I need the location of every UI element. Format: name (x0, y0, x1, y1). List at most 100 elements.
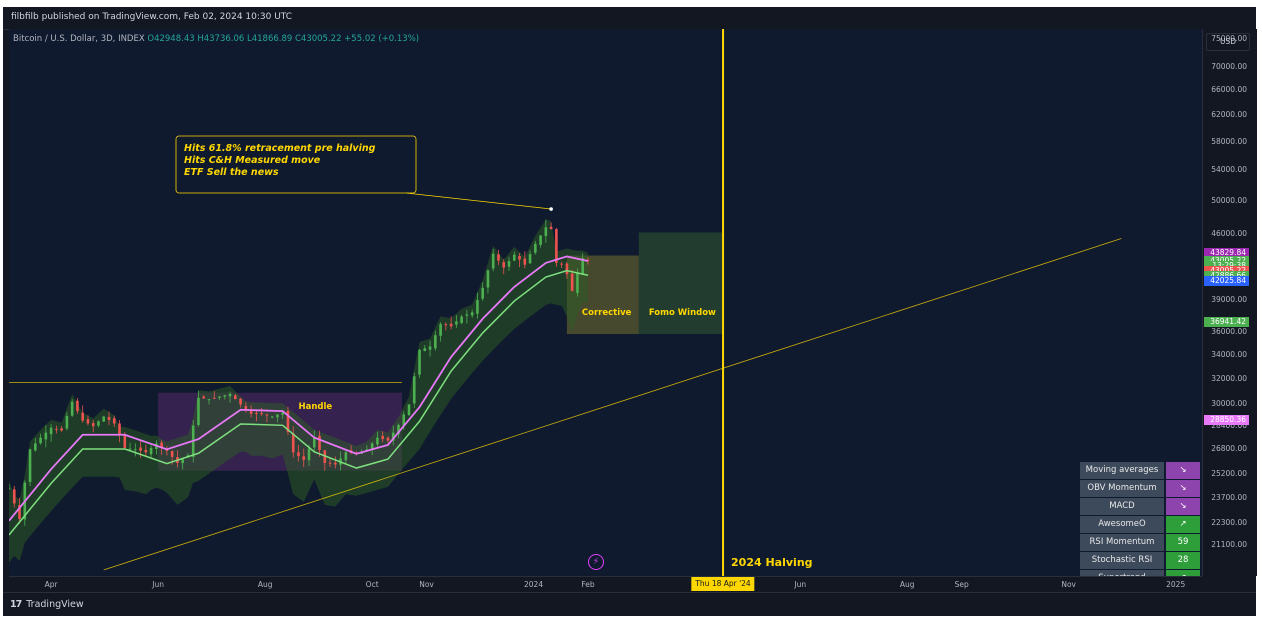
candle-body (307, 448, 311, 461)
candle-body (402, 414, 406, 426)
indicator-value: 59 (1166, 534, 1200, 551)
zone-fomo-window (638, 232, 724, 335)
candle-body (112, 418, 116, 424)
candles-group (9, 219, 590, 526)
price-tag: 43829.84 (1204, 248, 1249, 259)
time-tick-label: Nov (1061, 580, 1076, 589)
candle-body (76, 400, 79, 412)
time-tick-label: Aug (257, 580, 273, 589)
candle-body (312, 437, 316, 448)
candle-body (581, 258, 584, 275)
candle-body (549, 226, 553, 230)
candle-body (418, 349, 421, 375)
currency-button[interactable]: USD (1206, 33, 1250, 51)
candle-body (381, 436, 384, 440)
annotation-line-1: Hits 61.8% retracement pre halving (184, 143, 376, 154)
candle-body (260, 412, 263, 414)
indicator-row: MACD ↘ (1080, 498, 1200, 515)
candle-body (65, 415, 69, 429)
price-pane[interactable]: Bitcoin / U.S. Dollar, 3D, INDEX O42948.… (9, 29, 1202, 576)
candle-body (334, 462, 337, 465)
indicator-value: ↘ (1166, 498, 1200, 515)
candle-body (328, 462, 332, 464)
candle-body (39, 437, 42, 444)
price-tick-label: 36000.00 (1211, 326, 1247, 336)
candle-body (270, 416, 274, 418)
candle-body (223, 395, 227, 397)
symbol-title: Bitcoin / U.S. Dollar, 3D, INDEX (13, 34, 145, 44)
price-tag: 13:29:38 (1204, 260, 1249, 271)
time-tick-label: Nov (419, 580, 434, 589)
indicator-name: Stochastic RSI (1080, 552, 1164, 569)
indicator-value: ↗ (1166, 516, 1200, 533)
price-tick-label: 50000.00 (1211, 195, 1247, 205)
indicator-row: Stochastic RSI 28 (1080, 552, 1200, 569)
annotation-pointer (405, 192, 552, 210)
candle-body (60, 428, 63, 431)
candle-body (212, 397, 216, 399)
candle-body (560, 263, 563, 265)
publish-text: filbfilb published on TradingView.com, F… (11, 12, 293, 22)
annotation-line-3: ETF Sell the news (184, 167, 279, 178)
price-axis[interactable]: 21100.00 22300.00 23700.00 25200.00 26800.00… (1202, 29, 1257, 576)
candle-body (197, 397, 200, 425)
annotation-line-2: Hits C&H Measured move (184, 155, 321, 166)
candle-body (228, 393, 232, 397)
candle-body (407, 404, 411, 416)
candle-body (439, 324, 442, 336)
chart-frame: filbfilb published on TradingView.com, F… (3, 7, 1257, 616)
candle-body (444, 324, 448, 326)
candle-body (428, 346, 432, 350)
indicator-value: ↘ (1166, 480, 1200, 497)
candle-body (318, 435, 321, 451)
candle-body (44, 432, 48, 440)
candle-body (376, 437, 379, 445)
candle-body (118, 423, 121, 436)
indicator-value: 28 (1166, 552, 1200, 569)
candle-body (81, 412, 84, 421)
candle-body (344, 452, 348, 461)
candle-body (255, 412, 258, 414)
price-tick-label: 46000.00 (1211, 229, 1247, 239)
time-tick-label: Sep (954, 580, 969, 589)
candle-body (365, 449, 369, 451)
candle-body (497, 254, 500, 261)
indicator-row: RSI Momentum 59 (1080, 534, 1200, 551)
candle-body (265, 414, 269, 416)
candle-body (9, 488, 11, 490)
candle-body (386, 437, 390, 441)
tradingview-logo[interactable]: 17 TradingView (10, 599, 84, 610)
footer-bar: 17 TradingView (3, 592, 1256, 616)
lightning-icon[interactable]: ⚡ (587, 554, 604, 570)
price-tick-label: 70000.00 (1211, 61, 1247, 71)
symbol-legend: Bitcoin / U.S. Dollar, 3D, INDEX O42948.… (13, 34, 419, 44)
moving-average-line (9, 255, 589, 522)
indicator-name: AwesomeO (1080, 516, 1164, 533)
time-axis[interactable]: Thu 18 Apr '24 Apr Jun Aug Oct Nov 2024 Feb Jun… (9, 576, 1202, 592)
indicator-name: Supertrend (1080, 570, 1164, 576)
price-tick-label: 54000.00 (1211, 165, 1247, 175)
candle-body (134, 449, 137, 451)
time-tick-label: 2025 (1166, 580, 1186, 589)
candle-body (481, 287, 484, 299)
price-tag: 42025.84 (1204, 275, 1249, 286)
candle-body (512, 254, 516, 261)
candle-body (397, 424, 400, 435)
annotation-dot (549, 207, 553, 211)
indicator-row: OBV Momentum ↘ (1080, 480, 1200, 497)
price-tick-label: 25200.00 (1211, 468, 1247, 478)
handle-label: Handle (298, 401, 333, 412)
candle-body (455, 321, 458, 325)
time-tick-label: Feb (581, 580, 595, 589)
time-tick-label: Aug (899, 580, 915, 589)
candle-body (218, 396, 221, 398)
candle-body (391, 432, 395, 441)
indicator-row: Supertrend↗ (1080, 570, 1200, 576)
time-tick-label: 2024 (524, 580, 544, 589)
candle-body (276, 414, 279, 418)
candle-body (476, 299, 479, 314)
candle-body (491, 253, 495, 269)
tradingview-logo-mark: 17 (10, 599, 22, 610)
candle-body (544, 227, 548, 237)
time-tick-label: Jun (152, 580, 164, 589)
